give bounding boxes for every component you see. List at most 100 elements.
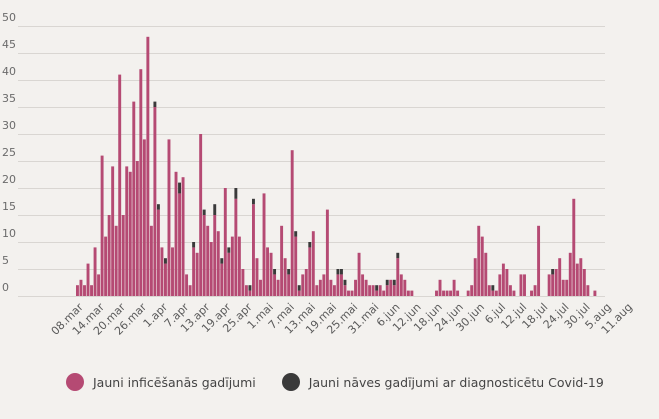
bar-deaths xyxy=(308,242,312,248)
bar-infections xyxy=(519,274,523,296)
bar-infections xyxy=(241,269,245,296)
bar-infections xyxy=(568,252,572,296)
bar-deaths xyxy=(396,252,400,259)
bar-infections xyxy=(209,242,213,296)
bar-infections xyxy=(195,252,199,296)
bar-infections xyxy=(160,247,164,296)
bar-deaths xyxy=(392,279,396,286)
bar-infections xyxy=(199,134,203,296)
legend-swatch-deaths xyxy=(281,373,300,391)
bar-infections xyxy=(378,285,382,296)
bar-deaths xyxy=(178,182,181,194)
bar-infections xyxy=(304,269,308,296)
bar-infections xyxy=(234,198,238,296)
bar-infections xyxy=(456,290,460,296)
bar-infections xyxy=(223,188,227,296)
bar-deaths xyxy=(287,269,291,275)
bar-infections xyxy=(343,285,347,296)
y-tick-label: 10 xyxy=(2,227,16,240)
bar-infections xyxy=(142,139,146,296)
bar-deaths xyxy=(164,258,167,264)
bar-infections xyxy=(269,252,273,296)
bar-infections xyxy=(512,290,516,296)
bar-infections xyxy=(586,285,590,296)
bar-deaths xyxy=(252,198,255,205)
bar-infections xyxy=(315,285,319,296)
bar-infections xyxy=(318,279,322,296)
bar-infections xyxy=(104,236,108,296)
bar-infections xyxy=(364,279,368,296)
bar-infections xyxy=(403,279,407,296)
bars xyxy=(76,36,597,297)
bar-infections xyxy=(389,279,393,296)
x-tick-labels: 08.mar14.mar20.mar26.mar1.apr7.apr13.apr… xyxy=(49,300,635,337)
bar-infections xyxy=(477,225,481,296)
bar-infections xyxy=(470,285,474,296)
bar-deaths xyxy=(227,247,231,253)
bar-infections xyxy=(399,274,403,296)
bar-infections xyxy=(484,252,488,296)
bar-deaths xyxy=(192,242,196,248)
bar-infections xyxy=(125,166,129,296)
bar-infections xyxy=(171,247,174,296)
bar-infections xyxy=(491,290,495,296)
bar-infections xyxy=(311,231,315,296)
bar-infections xyxy=(107,215,111,296)
bar-infections xyxy=(508,285,512,296)
bar-infections xyxy=(230,236,234,296)
y-tick-label: 0 xyxy=(2,281,9,294)
y-tick-label: 30 xyxy=(2,119,16,132)
bar-infections xyxy=(438,279,442,296)
bar-infections xyxy=(558,258,562,296)
bar-infections xyxy=(248,290,252,296)
bar-infections xyxy=(547,274,551,296)
bar-infections xyxy=(121,215,125,296)
bar-infections xyxy=(396,258,400,296)
bar-infections xyxy=(146,36,150,297)
bar-infections xyxy=(276,279,280,296)
bar-infections xyxy=(118,74,122,296)
bar-deaths xyxy=(551,269,555,275)
bar-infections xyxy=(266,247,269,296)
y-tick-label: 20 xyxy=(2,173,16,186)
bar-infections xyxy=(76,285,79,296)
bar-infections xyxy=(301,274,305,296)
bar-infections xyxy=(97,274,101,296)
bar-infections xyxy=(132,101,136,296)
bar-infections xyxy=(445,290,449,296)
bar-deaths xyxy=(340,269,343,275)
bar-infections xyxy=(533,285,537,296)
bar-infections xyxy=(83,285,86,296)
bar-infections xyxy=(487,285,491,296)
bar-infections xyxy=(385,285,389,296)
bar-infections xyxy=(90,285,93,296)
bar-infections xyxy=(149,225,153,296)
bar-infections xyxy=(294,236,298,296)
bar-infections xyxy=(523,274,526,296)
bar-infections xyxy=(114,225,118,296)
bar-infections xyxy=(442,290,445,296)
legend: Jauni inficēšanās gadījumi Jauni nāves g… xyxy=(66,373,630,391)
covid-bar-chart: 0 5 10 15 20 25 30 35 40 45 50 08.mar14.mar20.mar2… xyxy=(2,11,635,338)
bar-infections xyxy=(368,285,372,296)
bar-infections xyxy=(575,263,579,296)
bar-infections xyxy=(100,155,104,296)
bar-infections xyxy=(188,285,192,296)
bar-infections xyxy=(406,290,410,296)
bar-deaths xyxy=(248,285,252,291)
bar-infections xyxy=(336,274,340,296)
bar-infections xyxy=(220,263,224,296)
bar-infections xyxy=(361,274,365,296)
bar-infections xyxy=(572,198,576,296)
bar-infections xyxy=(259,279,262,296)
bar-infections xyxy=(181,177,185,296)
bar-deaths xyxy=(220,258,224,264)
bar-deaths xyxy=(273,269,277,275)
y-tick-label: 35 xyxy=(2,92,16,105)
bar-infections xyxy=(480,236,484,296)
bar-infections xyxy=(350,290,354,296)
bar-infections xyxy=(392,285,396,296)
y-tick-label: 40 xyxy=(2,65,16,78)
bar-deaths xyxy=(385,279,389,286)
legend-item-deaths: Jauni nāves gadījumi ar diagnosticētu Co… xyxy=(281,373,604,391)
